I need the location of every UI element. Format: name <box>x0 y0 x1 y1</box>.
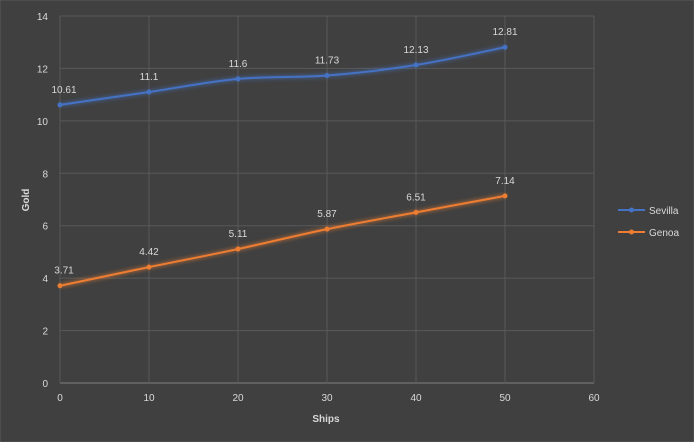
y-tick-label: 10 <box>37 117 49 128</box>
x-tick-label: 60 <box>588 393 600 404</box>
data-label: 3.71 <box>54 266 74 277</box>
x-tick-label: 30 <box>321 393 333 404</box>
y-tick-label: 0 <box>42 379 48 390</box>
series-line-genoa <box>59 194 506 287</box>
data-point <box>57 102 63 108</box>
legend-label: Genoa <box>649 228 679 239</box>
y-tick-label: 2 <box>42 327 48 338</box>
y-tick-label: 14 <box>37 12 49 23</box>
data-label: 7.14 <box>495 176 515 187</box>
x-tick-label: 10 <box>143 393 155 404</box>
y-tick-label: 8 <box>42 169 48 180</box>
data-label: 12.13 <box>403 45 428 56</box>
series-sevilla: 10.61 11.1 11.6 11.73 12.13 12.81 <box>51 27 518 108</box>
data-point <box>146 264 152 270</box>
data-point <box>502 193 508 199</box>
legend-marker <box>629 229 634 235</box>
legend-label: Sevilla <box>649 206 679 217</box>
x-tick-label: 20 <box>232 393 244 404</box>
data-label: 6.51 <box>406 192 426 203</box>
data-point <box>57 283 63 289</box>
data-label: 12.81 <box>492 27 517 38</box>
data-point <box>235 76 241 82</box>
data-label: 4.42 <box>139 247 159 258</box>
data-label: 11.1 <box>140 72 159 83</box>
x-tick-label: 50 <box>499 393 511 404</box>
data-point <box>413 62 419 68</box>
data-point <box>324 73 330 79</box>
data-label: 5.11 <box>229 229 248 240</box>
x-axis-label: Ships <box>312 414 340 425</box>
x-tick-label: 40 <box>410 393 422 404</box>
data-point <box>146 89 152 95</box>
data-point <box>413 209 419 215</box>
y-tick-label: 6 <box>42 222 48 233</box>
x-tick-label: 0 <box>57 393 63 404</box>
legend: Sevilla Genoa <box>618 206 679 239</box>
data-label: 11.73 <box>315 56 340 67</box>
y-axis-label: Gold <box>21 189 32 212</box>
series-genoa: 3.71 4.42 5.11 5.87 6.51 7.14 <box>54 176 515 289</box>
series-line-sevilla <box>59 46 506 106</box>
y-tick-label: 4 <box>42 274 48 285</box>
data-label: 5.87 <box>317 209 337 220</box>
data-point <box>324 226 330 232</box>
data-point <box>502 44 508 50</box>
data-label: 10.61 <box>51 85 76 96</box>
legend-marker <box>629 207 634 213</box>
y-tick-label: 12 <box>37 64 49 75</box>
data-label: 11.6 <box>229 59 248 70</box>
data-point <box>235 246 241 252</box>
